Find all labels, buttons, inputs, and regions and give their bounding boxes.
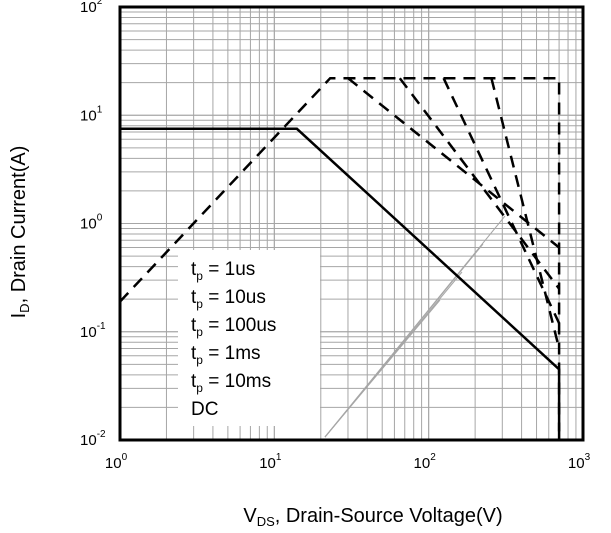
x-tick-labels: 100 101 102 103	[105, 452, 591, 472]
y-tick-label: 102	[80, 0, 103, 16]
x-tick-label: 101	[259, 452, 282, 472]
x-tick-label: 103	[568, 452, 591, 472]
series-line-2	[347, 77, 560, 249]
legend-entry: tp = 1us	[191, 259, 255, 283]
y-tick-label: 10-2	[80, 429, 106, 449]
legend-entry: tp = 1ms	[191, 343, 261, 367]
series-line-5	[490, 77, 561, 349]
legend-entry: tp = 10us	[191, 287, 266, 311]
series-layer	[119, 76, 561, 440]
series-line-6	[120, 127, 561, 440]
legend-background	[178, 250, 320, 426]
x-tick-label: 102	[414, 452, 437, 472]
legend-entry: tp = 100us	[191, 315, 276, 339]
legend: tp = 1us tp = 10us tp = 100us tp = 1ms tp = …	[191, 259, 276, 420]
y-tick-label: 100	[80, 213, 103, 233]
plot-frame	[118, 5, 585, 442]
x-axis-title: VDS, Drain-Source Voltage(V)	[243, 505, 502, 529]
legend-mask	[178, 250, 320, 426]
reference-line	[324, 215, 506, 438]
x-tick-label: 100	[105, 452, 128, 472]
series-line-3	[398, 77, 561, 290]
series-line-4	[442, 77, 561, 324]
legend-entry: DC	[191, 399, 218, 420]
legend-entry: tp = 10ms	[191, 371, 271, 395]
y-tick-label: 101	[80, 104, 103, 124]
y-tick-labels: 102 101 100 10-1 10-2	[80, 0, 106, 449]
y-tick-label: 10-1	[80, 321, 106, 341]
y-axis-title: ID, Drain Current(A)	[8, 146, 32, 319]
